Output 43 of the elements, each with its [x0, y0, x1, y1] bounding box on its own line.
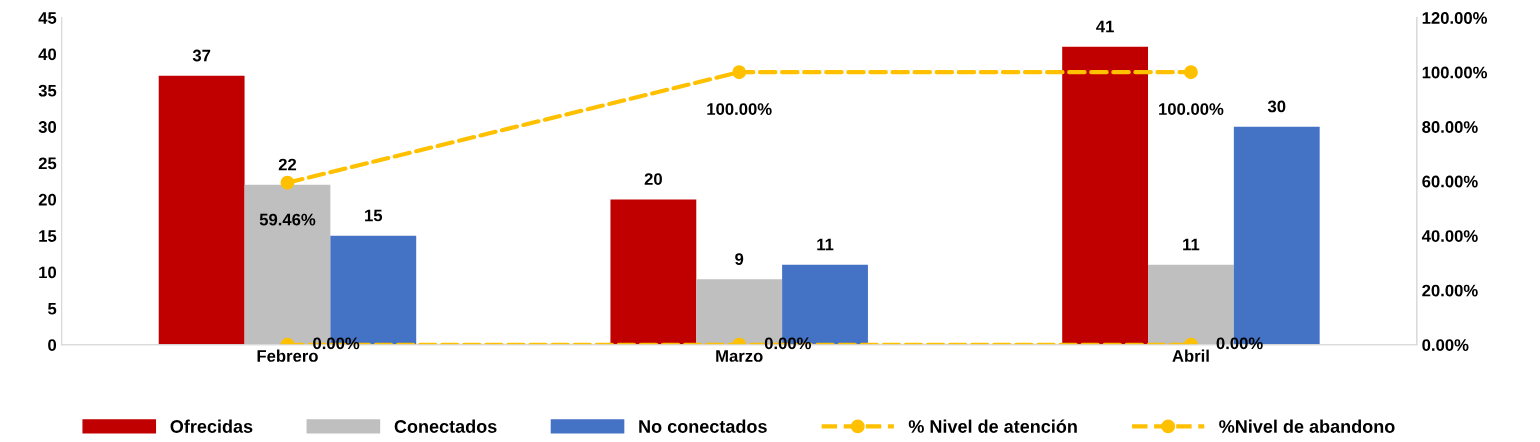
y-tick-label: 20 [38, 193, 57, 206]
y2-tick-label: 120.00% [1422, 12, 1488, 24]
y2-tick-label: 20.00% [1422, 284, 1478, 297]
data-label: 41 [1096, 20, 1114, 33]
data-label: 22 [278, 158, 297, 171]
y-tick-label: 30 [38, 121, 57, 133]
data-label: 20 [644, 173, 662, 185]
legend-label: % Nivel de atención [908, 419, 1077, 433]
point [280, 175, 295, 190]
y-tick-label: 10 [39, 266, 57, 279]
y-tick-label: 45 [38, 12, 57, 24]
legend-label: No conectados [639, 419, 767, 433]
data-label: 11 [817, 238, 834, 251]
data-label: 9 [735, 253, 744, 265]
legend-label: Conectados [394, 419, 497, 433]
y2-tick-label: 100.00% [1422, 66, 1488, 79]
data-label: 100.00% [1159, 103, 1224, 115]
bar [610, 199, 697, 345]
legend-label: %Nivel de abandono [1219, 419, 1395, 433]
data-label: 30 [1267, 100, 1286, 113]
x-tick-label: Abril [1172, 349, 1209, 362]
x-tick-label: Febrero [257, 349, 318, 362]
data-label: 11 [1183, 238, 1200, 251]
y-tick-label: 5 [47, 302, 57, 315]
legend-label: Ofrecidas [170, 419, 253, 433]
y-tick-label: 15 [39, 230, 57, 242]
data-label: 15 [365, 209, 383, 222]
data-label: 59.46% [259, 213, 316, 226]
y2-tick-label: 60.00% [1422, 175, 1478, 188]
point [1183, 65, 1198, 80]
x-tick-label: Marzo [716, 350, 763, 362]
data-label: 100.00% [707, 103, 772, 115]
bar [1062, 46, 1149, 345]
y2-tick-label: 80.00% [1422, 121, 1478, 133]
y-tick-label: 25 [38, 157, 57, 170]
point [732, 65, 747, 80]
data-label: 37 [192, 49, 211, 62]
y-tick-label: 35 [38, 84, 57, 97]
y2-tick-label: 0.00% [1422, 339, 1469, 351]
y-tick-label: 40 [38, 48, 57, 61]
y2-tick-label: 40.00% [1421, 230, 1478, 242]
bar [158, 75, 245, 345]
y-tick-label: 0 [48, 339, 57, 351]
